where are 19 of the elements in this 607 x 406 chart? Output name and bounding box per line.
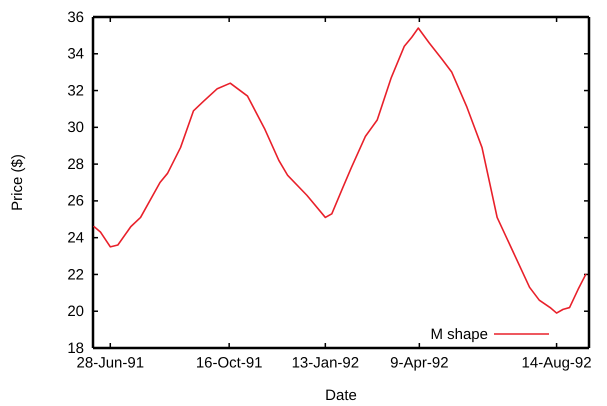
x-tick-label: 28-Jun-91	[76, 354, 144, 372]
y-tick-label: 36	[67, 8, 84, 26]
x-tick-label: 14-Aug-92	[522, 354, 592, 372]
y-tick-label: 26	[67, 192, 84, 210]
line-series	[93, 27, 587, 314]
y-axis-title: Price ($)	[9, 154, 26, 211]
x-tick-label: 9-Apr-92	[390, 354, 449, 372]
y-tick-label: 24	[67, 229, 84, 246]
y-tick-label: 30	[67, 119, 84, 136]
legend-label: M shape	[430, 326, 488, 343]
y-tick-label: 34	[67, 46, 84, 63]
y-tick-label: 22	[67, 266, 84, 284]
x-tick-label: 16-Oct-91	[196, 354, 263, 372]
y-tick-label: 32	[67, 82, 84, 100]
x-tick-label: 13-Jan-92	[292, 354, 360, 372]
y-tick-label: 18	[67, 340, 84, 357]
y-tick-label: 28	[67, 156, 84, 173]
y-tick-label: 20	[67, 303, 84, 320]
x-axis-title: Date	[325, 387, 357, 404]
